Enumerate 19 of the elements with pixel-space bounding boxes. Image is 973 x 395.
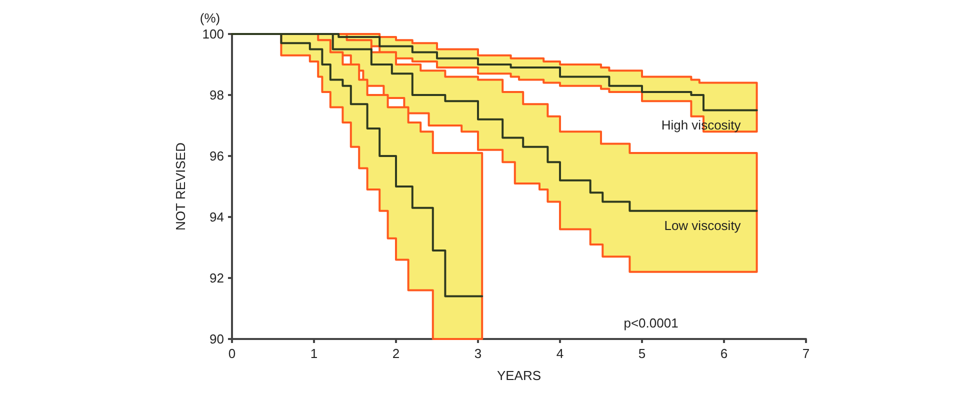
x-tick-label: 5 — [638, 346, 646, 361]
x-tick-label: 7 — [802, 346, 810, 361]
y-tick-label: 96 — [210, 148, 224, 164]
y-tick-label: 94 — [210, 210, 224, 224]
x-tick-label: 4 — [556, 346, 564, 361]
y-axis-title: NOT REVISED — [173, 142, 188, 230]
x-tick-label: 1 — [310, 346, 318, 361]
y-tick-label: 90 — [210, 332, 224, 346]
x-tick-label: 2 — [392, 346, 400, 361]
y-tick-label: 92 — [210, 270, 224, 286]
x-axis-title: YEARS — [496, 368, 542, 383]
series-label: Low viscosity — [664, 218, 742, 233]
annotation: p<0.0001 — [624, 316, 678, 330]
text: (%) — [200, 10, 220, 26]
y-tick-label: 100 — [202, 26, 224, 42]
x-tick-label: 3 — [474, 346, 482, 361]
x-tick-label: 0 — [228, 346, 236, 361]
x-tick-label: 6 — [720, 346, 728, 361]
y-tick-label: 98 — [210, 88, 224, 102]
